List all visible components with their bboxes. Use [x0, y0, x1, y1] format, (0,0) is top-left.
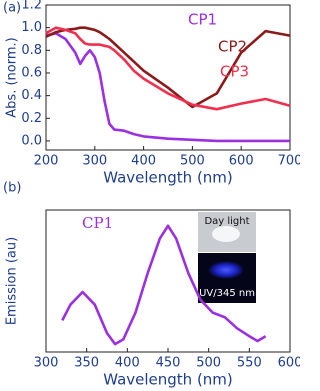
x-tick-label: 350 — [74, 356, 99, 371]
figure: Day light UV/345 nm (a) 200 300 400 500 600 70… — [3, 0, 300, 389]
x-tick-label: 200 — [34, 154, 59, 169]
legend-label: CP1 — [82, 214, 113, 232]
inset-label: UV/345 nm — [199, 288, 255, 299]
y-tick-label: 0.6 — [21, 65, 42, 80]
x-tick-label: 300 — [34, 356, 59, 371]
y-tick-label: 1.2 — [21, 0, 42, 13]
plot-frame — [45, 4, 291, 151]
legend-label: CP3 — [220, 63, 249, 81]
x-tick-label: 600 — [229, 154, 254, 169]
legend-label: CP2 — [218, 38, 247, 56]
x-tick-label: 400 — [131, 154, 156, 169]
y-tick-label: 0.2 — [21, 111, 42, 126]
x-tick-label: 450 — [156, 356, 181, 371]
daylight-sample — [212, 226, 240, 242]
legend-label: CP1 — [188, 11, 217, 29]
x-tick-label: 500 — [196, 356, 221, 371]
x-tick-label: 400 — [115, 356, 140, 371]
x-tick-label: 300 — [82, 154, 107, 169]
uv-sample — [208, 261, 244, 279]
x-axis-label: Wavelength (nm) — [103, 371, 233, 389]
panel-label: (a) — [3, 1, 21, 16]
line-series — [45, 26, 291, 109]
line-series — [45, 26, 291, 111]
panel-label: (b) — [3, 181, 21, 196]
x-tick-label: 500 — [180, 154, 205, 169]
line-series — [61, 224, 267, 346]
y-axis-label: Emission (au) — [5, 237, 20, 325]
x-axis-label: Wavelength (nm) — [103, 169, 233, 187]
y-tick-label: 0.8 — [21, 43, 42, 58]
x-tick-label: 700 — [278, 154, 300, 169]
inset-label: Day light — [204, 216, 249, 227]
y-tick-label: 0.4 — [21, 88, 42, 103]
line-series — [45, 31, 290, 143]
y-tick-label: 0.0 — [21, 133, 42, 148]
x-tick-label: 600 — [278, 356, 300, 371]
y-axis-label: Abs. (norm.) — [5, 37, 20, 117]
y-tick-label: 1.0 — [21, 20, 42, 35]
x-tick-label: 550 — [237, 356, 262, 371]
